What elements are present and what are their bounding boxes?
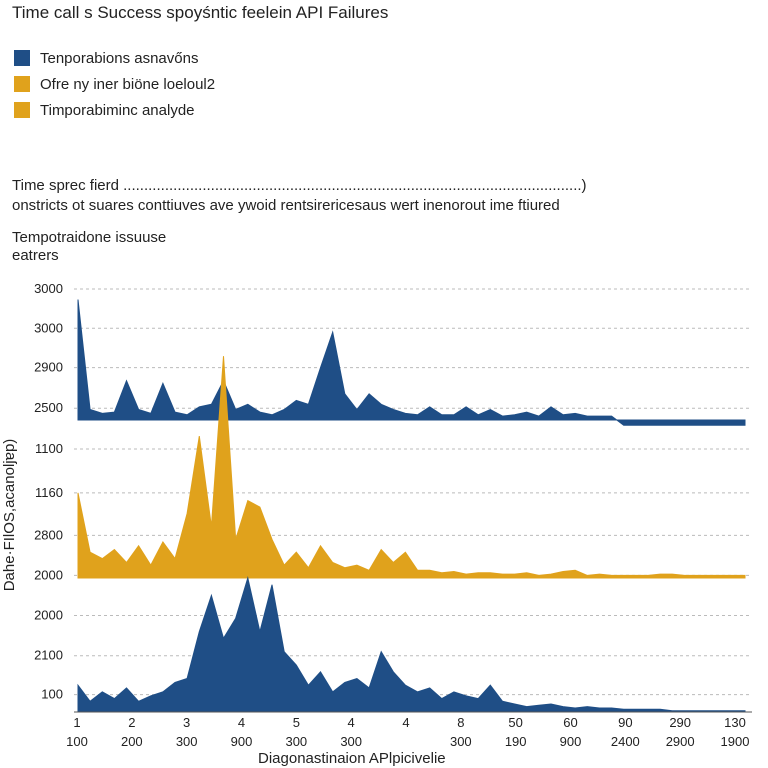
y-tick-label: 2500 — [34, 400, 63, 415]
x-tick-label: 300 — [450, 734, 472, 749]
x-axis-label: Diagonastinaion APlpicivelie — [258, 750, 446, 767]
x-tick-label: 8 — [457, 715, 464, 730]
legend-label: Tenporabions asnavőns — [40, 50, 198, 67]
x-tick-label: 130 — [724, 715, 746, 730]
y-tick-label: 2900 — [34, 360, 63, 375]
x-tick-label: 4 — [348, 715, 355, 730]
x-tick-label: 50 — [508, 715, 522, 730]
chart-title: Time call s Success spoyśntic feelein AP… — [12, 3, 388, 22]
area — [77, 576, 746, 713]
x-tick-label: 60 — [563, 715, 577, 730]
x-tick-label: 3 — [183, 715, 190, 730]
x-tick-label: 4 — [402, 715, 409, 730]
x-tick-label: 1900 — [721, 734, 750, 749]
y-tick-label: 2100 — [34, 648, 63, 663]
y-tick-label: 100 — [41, 687, 63, 702]
x-tick-label: 290 — [669, 715, 691, 730]
legend-label: Ofre ny iner biöne loeloul2 — [40, 76, 215, 93]
legend-label: Timporabiminc analyde — [40, 102, 195, 119]
x-tick-label: 190 — [505, 734, 527, 749]
x-tick-label: 100 — [66, 734, 88, 749]
x-tick-label: 1 — [73, 715, 80, 730]
x-tick-label: 900 — [231, 734, 253, 749]
area — [77, 299, 746, 426]
y-tick-label: 2000 — [34, 608, 63, 623]
x-tick-label: 90 — [618, 715, 632, 730]
x-tick-label: 2400 — [611, 734, 640, 749]
x-tick-label: 300 — [285, 734, 307, 749]
x-tick-label: 2900 — [666, 734, 695, 749]
area — [77, 356, 746, 579]
x-tick-label: 4 — [238, 715, 245, 730]
x-tick-label: 300 — [340, 734, 362, 749]
note: eatrers — [12, 247, 59, 264]
y-tick-label: 3000 — [34, 320, 63, 335]
note: onstricts ot suares conttiuves ave ywoid… — [12, 197, 560, 214]
x-tick-label: 900 — [560, 734, 582, 749]
y-tick-label: 1160 — [35, 485, 63, 500]
note: Time sprec fierd .......................… — [12, 177, 587, 194]
x-tick-label: 200 — [121, 734, 143, 749]
y-axis-label: Dahe·FIlOS,acanoljɐp) — [1, 439, 18, 592]
legend-swatch — [14, 102, 30, 118]
x-tick-label: 5 — [293, 715, 300, 730]
y-tick-label: 2800 — [34, 527, 63, 542]
x-tick-label: 2 — [128, 715, 135, 730]
legend-swatch — [14, 76, 30, 92]
y-tick-label: 1100 — [35, 441, 63, 456]
note: Tempotraidone issuuse — [12, 229, 166, 246]
legend-swatch — [14, 50, 30, 66]
y-tick-label: 2000 — [34, 567, 63, 582]
y-tick-label: 3000 — [34, 281, 63, 296]
x-tick-label: 300 — [176, 734, 198, 749]
